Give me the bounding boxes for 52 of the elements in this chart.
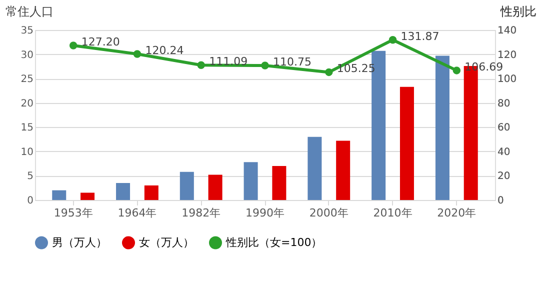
y-tick-label: 30 bbox=[20, 50, 34, 61]
y2-tick-label: 0 bbox=[498, 196, 504, 206]
bar bbox=[435, 56, 450, 200]
y-tick-label: 20 bbox=[20, 98, 34, 110]
x-tick-label: 1964年 bbox=[118, 206, 157, 220]
bar bbox=[272, 166, 286, 200]
data-label: 127.20 bbox=[81, 36, 120, 49]
x-tick-label: 1990年 bbox=[246, 206, 284, 220]
x-tick-label: 2010年 bbox=[373, 206, 412, 220]
y2-tick-label: 120 bbox=[498, 50, 517, 61]
y-tick-label: 10 bbox=[20, 146, 34, 158]
point bbox=[69, 42, 78, 50]
y-tick-label: 35 bbox=[20, 26, 34, 36]
y2-tick-label: 80 bbox=[498, 98, 510, 110]
legend-label: 女（万人） bbox=[139, 236, 194, 249]
bar bbox=[336, 140, 350, 200]
x-tick-label: 2020年 bbox=[437, 206, 476, 220]
y2-tick-label: 60 bbox=[498, 122, 510, 134]
y2-tick-label: 20 bbox=[498, 171, 510, 182]
data-label: 131.87 bbox=[400, 30, 440, 43]
data-label: 120.24 bbox=[145, 44, 184, 57]
bar bbox=[116, 183, 130, 200]
bar bbox=[244, 162, 258, 200]
bar bbox=[400, 86, 414, 200]
y2-tick-label: 100 bbox=[498, 74, 517, 86]
x-tick-label: 1953年 bbox=[54, 206, 93, 220]
x-tick-label: 1982年 bbox=[182, 206, 221, 220]
point bbox=[261, 62, 269, 70]
y2-tick-label: 40 bbox=[498, 146, 510, 158]
data-label: 106.69 bbox=[464, 60, 504, 74]
y-tick-label: 5 bbox=[27, 171, 34, 182]
point bbox=[197, 61, 205, 69]
y-tick-label: 15 bbox=[20, 122, 34, 134]
data-label: 110.75 bbox=[273, 56, 312, 69]
bar bbox=[308, 136, 322, 200]
point bbox=[325, 68, 333, 76]
legend-label: 男（万人） bbox=[52, 236, 107, 249]
bar bbox=[80, 192, 95, 200]
bar bbox=[144, 185, 158, 200]
y2-axis-title: 性别比 bbox=[500, 4, 536, 18]
point bbox=[388, 36, 397, 44]
x-tick-label: 2000年 bbox=[309, 206, 348, 220]
bar bbox=[52, 190, 66, 200]
y-axis-title: 常住人口 bbox=[6, 4, 54, 18]
point bbox=[133, 50, 142, 58]
point bbox=[452, 66, 461, 74]
y-tick-label: 25 bbox=[20, 74, 34, 86]
bar bbox=[208, 174, 222, 200]
y2-tick-label: 140 bbox=[498, 26, 517, 36]
legend-label: 性别比（女=100） bbox=[225, 236, 322, 249]
bar bbox=[180, 172, 194, 200]
y-tick-label: 0 bbox=[27, 196, 34, 206]
